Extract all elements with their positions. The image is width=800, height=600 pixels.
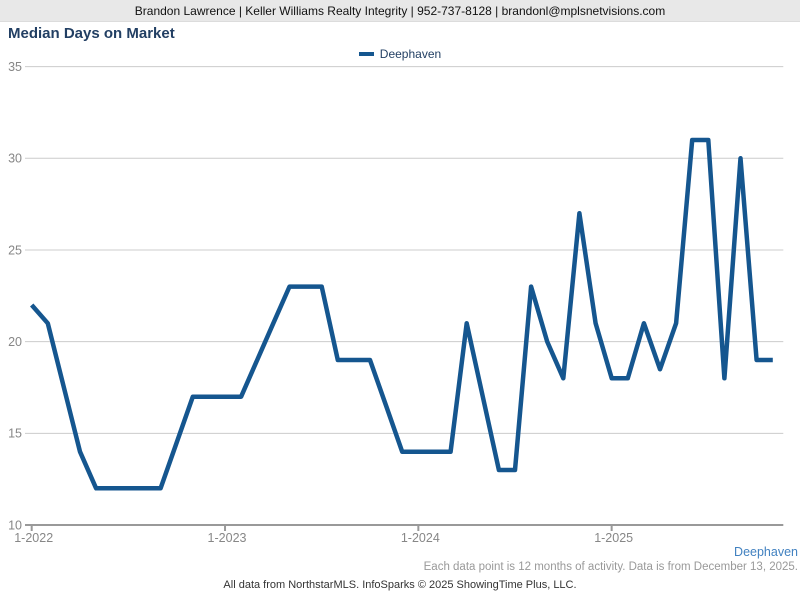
chart-legend: Deephaven [0,46,800,62]
svg-text:1-2023: 1-2023 [208,531,247,545]
contact-line: Brandon Lawrence | Keller Williams Realt… [134,3,666,18]
page-title: Median Days on Market [8,25,175,42]
series-label: Deephaven [734,545,798,559]
svg-text:35: 35 [8,60,22,74]
legend-line-swatch [358,52,374,56]
svg-text:30: 30 [8,152,22,166]
svg-text:1-2024: 1-2024 [401,531,440,545]
svg-text:25: 25 [8,243,22,257]
svg-text:20: 20 [8,335,22,349]
legend-label: Deephaven [379,47,442,61]
svg-text:1-2022: 1-2022 [14,531,53,545]
header-bar: Brandon Lawrence | Keller Williams Realt… [0,0,800,22]
data-footnote: Each data point is 12 months of activity… [423,561,798,573]
svg-text:1-2025: 1-2025 [594,531,633,545]
svg-text:10: 10 [8,518,22,532]
svg-text:15: 15 [8,427,22,441]
credit-line: All data from NorthstarMLS. InfoSparks ©… [223,579,577,591]
